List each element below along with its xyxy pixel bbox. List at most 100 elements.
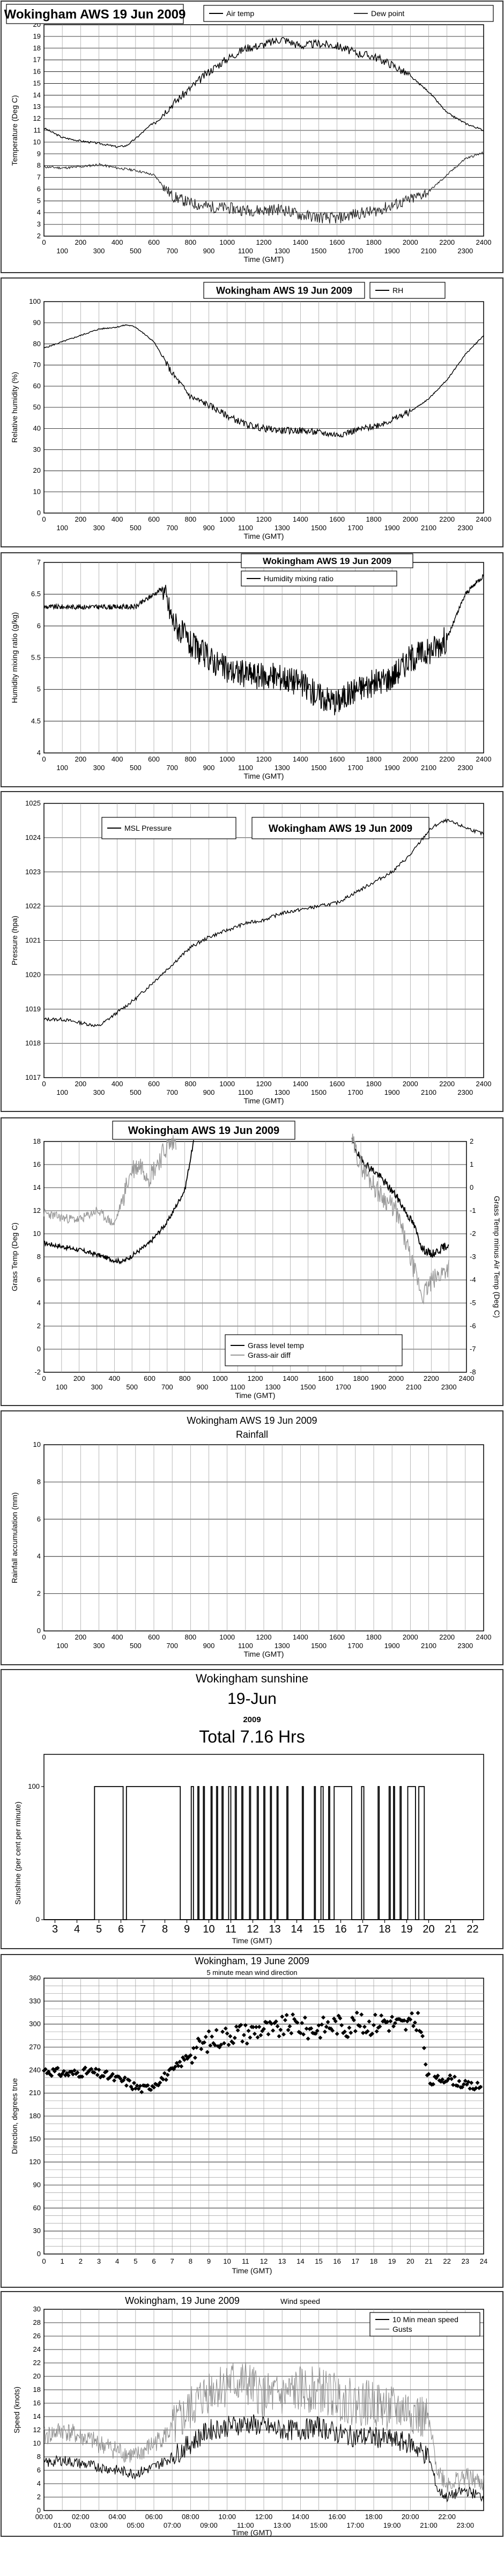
direction-point	[173, 2065, 177, 2069]
direction-point	[313, 2031, 318, 2036]
x-tick-label: 2200	[439, 755, 455, 763]
y-tick-label: 6.5	[31, 590, 41, 598]
direction-point	[219, 2043, 224, 2047]
direction-point	[136, 2087, 141, 2091]
x-tick-label: 100	[56, 524, 68, 532]
direction-point	[388, 2019, 393, 2024]
y-tick-label: 20	[33, 466, 41, 474]
y-tick-label: 6	[37, 185, 41, 193]
direction-point	[370, 2031, 375, 2036]
x-tick-label: 22:00	[438, 2513, 456, 2521]
y-tick-label: 240	[29, 2066, 41, 2074]
y-tick-label: 5	[37, 685, 41, 693]
y-tick-label: 11	[34, 126, 41, 134]
chart-total: Total 7.16 Hrs	[199, 1727, 305, 1746]
direction-point	[358, 2024, 362, 2029]
direction-point	[342, 2029, 347, 2034]
x-tick-label: 13:00	[273, 2521, 291, 2529]
y-tick-label: 10	[33, 1230, 41, 1238]
chart-subtitle: 19-Jun	[227, 1690, 277, 1708]
direction-point	[325, 2019, 330, 2024]
x-tick-label: 1100	[238, 524, 253, 532]
y-tick-label: 13	[33, 103, 41, 111]
x-tick-label: 17	[357, 1923, 368, 1935]
direction-point	[377, 2024, 382, 2029]
direction-point	[333, 2019, 338, 2024]
x-tick-label: 22	[443, 2257, 450, 2265]
chart-panel-8: 0 30 60 90 120 150 180 210 240 270 300 330 360 0 1 2 3 4 5…	[0, 1953, 504, 2288]
direction-point	[252, 2031, 257, 2036]
x-tick-label: 2	[79, 2257, 83, 2265]
direction-point	[242, 2033, 246, 2037]
x-tick-label: 2400	[476, 515, 492, 523]
x-tick-label: 19	[401, 1923, 412, 1935]
y-axis-title: Humidity mixing ratio (g/kg)	[10, 612, 19, 704]
x-tick-label: 1700	[336, 1383, 351, 1391]
y-tick-label: 330	[29, 1997, 41, 2005]
y-tick-label: 1022	[25, 902, 41, 910]
direction-point	[423, 2062, 428, 2067]
direction-point	[206, 2029, 211, 2034]
x-tick-label: 2400	[476, 1633, 492, 1641]
x-tick-label: 800	[184, 515, 196, 523]
x-tick-label: 1900	[384, 764, 400, 772]
x-tick-label: 700	[166, 1088, 178, 1096]
x-tick-label: 1700	[347, 247, 363, 255]
x-tick-label: 900	[203, 1642, 215, 1650]
direction-point	[367, 2019, 372, 2024]
x-tick-label: 8	[162, 1923, 168, 1935]
x-tick-label: 1900	[370, 1383, 386, 1391]
direction-point	[73, 2072, 78, 2076]
direction-point	[197, 2039, 202, 2044]
direction-point	[145, 2083, 150, 2088]
x-tick-label: 1400	[293, 515, 308, 523]
direction-point	[226, 2043, 231, 2047]
direction-point	[284, 2012, 289, 2017]
x-tick-label: 0	[42, 238, 46, 246]
y-tick-label: 6	[37, 2466, 41, 2474]
y-tick-label: 12	[33, 1206, 41, 1214]
x-tick-label: 9	[207, 2257, 211, 2265]
direction-point	[446, 2076, 451, 2081]
y-tick-label: 360	[29, 1974, 41, 1982]
direction-point	[66, 2073, 71, 2078]
y-tick-label: 210	[29, 2089, 41, 2097]
direction-point	[62, 2069, 66, 2074]
y-tick-label: 1020	[25, 970, 41, 978]
x-tick-label: 900	[197, 1383, 209, 1391]
direction-point	[205, 2050, 210, 2054]
chart-title: Wokingham, 19 June 2009	[195, 1956, 309, 1966]
x-tick-label: 17:00	[347, 2521, 365, 2529]
direction-point	[248, 2035, 253, 2040]
direction-point	[162, 2071, 167, 2076]
direction-point	[164, 2077, 168, 2082]
y-right-tick-label: 2	[470, 1137, 473, 1145]
direction-point	[440, 2077, 445, 2082]
direction-point	[192, 2055, 197, 2060]
x-tick-label: 1200	[248, 1374, 263, 1382]
x-tick-label: 2000	[388, 1374, 404, 1382]
x-tick-label: 500	[130, 1088, 142, 1096]
direction-point	[372, 2023, 376, 2028]
direction-point	[449, 2076, 454, 2081]
y-tick-label: 60	[33, 382, 41, 390]
x-tick-label: 700	[161, 1383, 173, 1391]
series-msl-pressure	[43, 818, 484, 1027]
direction-point	[468, 2086, 472, 2091]
x-tick-label: 800	[179, 1374, 191, 1382]
direction-point	[435, 2073, 440, 2078]
direction-point	[405, 2019, 410, 2024]
x-tick-label: 200	[73, 1374, 85, 1382]
x-axis-title: Time (GMT)	[244, 532, 284, 540]
y-tick-label: 6	[37, 621, 41, 630]
chart-subtitle: 5 minute mean wind direction	[206, 1968, 297, 1977]
direction-point	[268, 2019, 272, 2024]
direction-point	[410, 2011, 414, 2016]
direction-point	[210, 2034, 214, 2039]
x-tick-label: 500	[130, 524, 142, 532]
direction-point	[89, 2067, 94, 2072]
direction-point	[234, 2024, 239, 2029]
x-tick-label: 1600	[329, 238, 345, 246]
direction-point	[379, 2013, 384, 2018]
direction-point	[277, 2034, 281, 2039]
